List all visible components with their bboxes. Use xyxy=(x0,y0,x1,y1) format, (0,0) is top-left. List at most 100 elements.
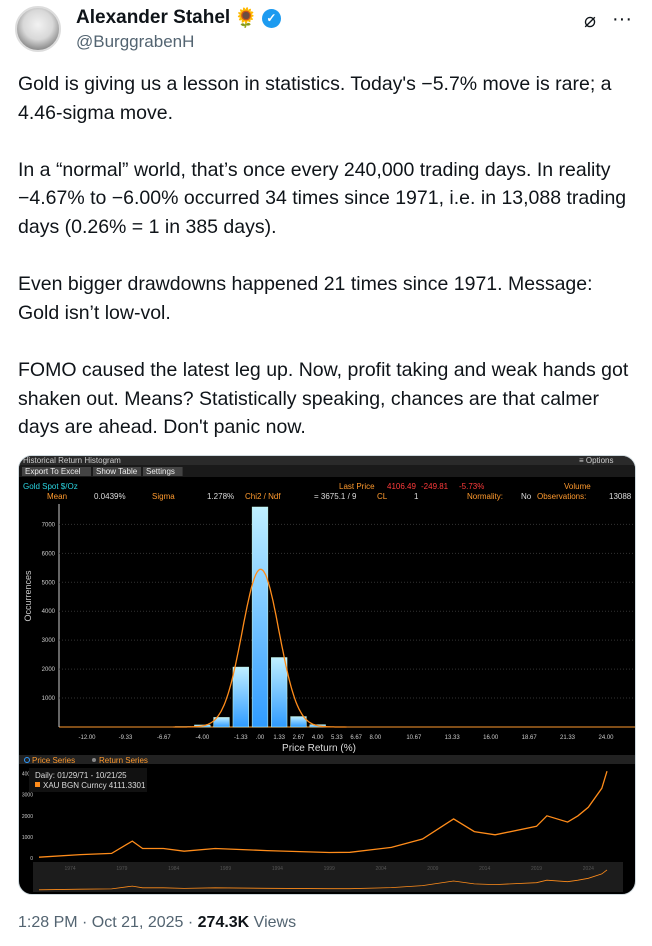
histogram-bar xyxy=(251,506,269,728)
y-tick-label: 3000 xyxy=(42,638,56,644)
toolbar-button-label: Settings xyxy=(146,467,175,476)
verified-badge-icon: ✓ xyxy=(261,8,281,28)
x-tick-label: 8.00 xyxy=(369,735,381,741)
normality-value: No xyxy=(521,492,532,501)
price-x-tick: 2014 xyxy=(479,866,490,872)
timestamp[interactable]: 1:28 PM · Oct 21, 2025 · xyxy=(18,914,198,931)
x-tick-label: 4.00 xyxy=(312,735,324,741)
price-y-tick: 0 xyxy=(30,856,33,862)
more-icon[interactable]: ··· xyxy=(612,8,632,30)
tweet-paragraph: FOMO caused the latest leg up. Now, prof… xyxy=(18,358,629,439)
y-tick-label: 2000 xyxy=(42,667,56,673)
view-count: 274.3K xyxy=(197,914,250,931)
last-price-label: Last Price xyxy=(339,482,375,491)
x-tick-label: 18.67 xyxy=(522,735,538,741)
toolbar-button[interactable] xyxy=(143,467,183,476)
legend-dates: Daily: 01/29/71 - 10/21/25 xyxy=(35,771,127,780)
x-tick-label: 2.67 xyxy=(293,735,305,741)
security-name: Gold Spot $/Oz xyxy=(23,482,78,491)
price-x-tick: 1984 xyxy=(168,866,179,872)
y-axis-label: Occurrences xyxy=(23,570,33,622)
histogram-bar xyxy=(232,666,249,728)
normality-label: Normality: xyxy=(467,492,503,501)
price-y-tick: 3000 xyxy=(22,793,33,799)
author-name[interactable]: Alexander Stahel 🌻 ✓ xyxy=(76,6,281,30)
x-tick-label: 1.33 xyxy=(273,735,285,741)
tweet-media-image[interactable]: Historical Return Histogram ≡ Options Ex… xyxy=(18,455,636,895)
toolbar-button[interactable] xyxy=(22,467,91,476)
price-x-tick: 2024 xyxy=(583,866,594,872)
x-tick-label: 13.33 xyxy=(445,735,461,741)
y-tick-label: 4000 xyxy=(42,609,56,615)
return-series-radio[interactable] xyxy=(92,758,96,762)
tweet-paragraph: Gold is giving us a lesson in statistics… xyxy=(18,73,612,124)
observations-value: 13088 xyxy=(609,492,632,501)
tab-price-series[interactable]: Price Series xyxy=(32,756,75,765)
tweet-text: Gold is giving us a lesson in statistics… xyxy=(18,70,638,470)
x-tick-label: -12.00 xyxy=(78,735,96,741)
x-tick-label: 21.33 xyxy=(560,735,576,741)
cl-label: CL xyxy=(377,492,388,501)
price-change: -249.81 xyxy=(421,482,449,491)
sigma-label: Sigma xyxy=(152,492,175,501)
x-tick-label: 6.67 xyxy=(350,735,362,741)
tweet-paragraph: Even bigger drawdowns happened 21 times … xyxy=(18,273,593,324)
histogram-bar xyxy=(213,717,230,728)
y-tick-label: 5000 xyxy=(42,580,56,586)
price-line xyxy=(38,771,608,858)
x-tick-label: -6.67 xyxy=(157,735,171,741)
cl-value: 1 xyxy=(414,492,419,501)
price-x-tick: 1979 xyxy=(116,866,127,872)
price-series-radio[interactable] xyxy=(24,757,30,763)
mean-label: Mean xyxy=(47,492,67,501)
last-price: 4106.49 xyxy=(387,482,416,491)
y-tick-label: 6000 xyxy=(42,551,56,557)
mean-value: 0.0439% xyxy=(94,492,126,501)
price-x-tick: 1994 xyxy=(272,866,283,872)
chi-label: Chi2 / Ndf xyxy=(245,492,281,501)
tab-return-series[interactable]: Return Series xyxy=(99,756,148,765)
toolbar-button-label: Export To Excel xyxy=(25,467,81,476)
price-x-tick: 2009 xyxy=(427,866,438,872)
normal-fit-curve xyxy=(173,568,347,728)
observations-label: Observations: xyxy=(537,492,586,501)
price-x-tick: 1974 xyxy=(65,866,76,872)
bloomberg-screenshot: Historical Return Histogram ≡ Options Ex… xyxy=(19,456,635,892)
x-tick-label: 10.67 xyxy=(406,735,422,741)
x-tick-label: 16.00 xyxy=(483,735,499,741)
x-tick-label: .00 xyxy=(256,735,265,741)
x-tick-label: -1.33 xyxy=(234,735,248,741)
grok-icon[interactable]: ⌀ xyxy=(583,10,597,32)
options-menu[interactable]: ≡ Options xyxy=(579,456,613,465)
navigator-line xyxy=(38,869,608,891)
toolbar-button[interactable] xyxy=(93,467,141,476)
title-bar xyxy=(19,456,635,465)
tweet-meta: 1:28 PM · Oct 21, 2025 · 274.3K Views xyxy=(18,914,296,932)
price-x-tick: 2004 xyxy=(375,866,386,872)
sigma-value: 1.278% xyxy=(207,492,234,501)
views-label: Views xyxy=(249,914,297,931)
range-navigator[interactable] xyxy=(33,862,623,892)
volume-label: Volume xyxy=(564,482,591,491)
author-handle[interactable]: @BurggrabenH xyxy=(76,32,195,51)
avatar[interactable] xyxy=(15,6,61,52)
legend-series: XAU BGN Curncy 4111.3301 xyxy=(43,781,146,790)
histogram-bar xyxy=(271,657,288,728)
x-tick-label: 24.00 xyxy=(598,735,614,741)
price-y-tick: 4000 xyxy=(22,772,33,778)
histogram-bar xyxy=(290,716,307,728)
x-tick-label: 5.33 xyxy=(331,735,343,741)
x-axis-label: Price Return (%) xyxy=(282,743,356,754)
price-x-tick: 2019 xyxy=(531,866,542,872)
price-y-tick: 1000 xyxy=(22,835,33,841)
sunflower-emoji: 🌻 xyxy=(234,8,258,29)
x-tick-label: -4.00 xyxy=(195,735,209,741)
toolbar-button-label: Show Table xyxy=(96,467,138,476)
y-tick-label: 7000 xyxy=(42,522,56,528)
price-y-tick: 2000 xyxy=(22,814,33,820)
x-tick-label: -9.33 xyxy=(119,735,133,741)
window-title: Historical Return Histogram xyxy=(23,456,121,465)
chi-value: = 3675.1 / 9 xyxy=(314,492,357,501)
price-change-pct: -5.73% xyxy=(459,482,484,491)
y-tick-label: 1000 xyxy=(42,696,56,702)
